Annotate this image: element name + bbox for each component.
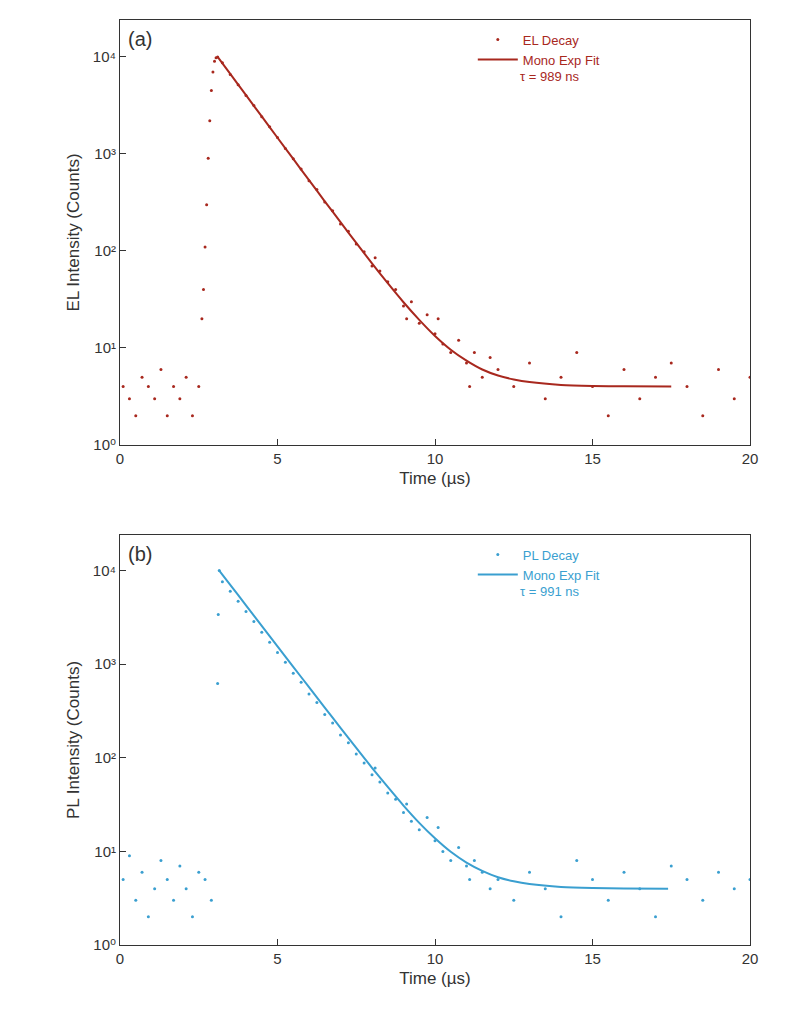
svg-text:PL Decay: PL Decay bbox=[523, 548, 579, 563]
svg-text:10²: 10² bbox=[94, 242, 116, 259]
svg-text:10³: 10³ bbox=[94, 145, 116, 162]
svg-text:Time (µs): Time (µs) bbox=[399, 469, 471, 488]
svg-text:10⁴: 10⁴ bbox=[93, 562, 116, 579]
svg-text:EL Intensity (Counts): EL Intensity (Counts) bbox=[64, 153, 83, 311]
svg-text:10: 10 bbox=[427, 450, 444, 467]
svg-text:Time (µs): Time (µs) bbox=[399, 969, 471, 988]
svg-text:10¹: 10¹ bbox=[94, 339, 116, 356]
svg-text:10¹: 10¹ bbox=[94, 843, 116, 860]
svg-text:15: 15 bbox=[584, 450, 601, 467]
svg-text:EL Decay: EL Decay bbox=[523, 33, 579, 48]
svg-text:20: 20 bbox=[742, 450, 759, 467]
svg-text:20: 20 bbox=[742, 950, 759, 967]
svg-text:10²: 10² bbox=[94, 749, 116, 766]
svg-text:10⁴: 10⁴ bbox=[93, 48, 116, 65]
svg-text:0: 0 bbox=[116, 950, 124, 967]
svg-text:(a): (a) bbox=[128, 28, 152, 50]
svg-text:10⁰: 10⁰ bbox=[93, 436, 116, 453]
svg-text:PL Intensity (Counts): PL Intensity (Counts) bbox=[64, 661, 83, 819]
svg-text:Mono Exp Fit: Mono Exp Fit bbox=[523, 568, 600, 583]
svg-text:10⁰: 10⁰ bbox=[93, 936, 116, 953]
svg-text:5: 5 bbox=[273, 450, 281, 467]
svg-text:(b): (b) bbox=[128, 543, 152, 565]
svg-text:5: 5 bbox=[273, 950, 281, 967]
svg-text:τ = 989 ns: τ = 989 ns bbox=[520, 69, 579, 84]
svg-text:15: 15 bbox=[584, 950, 601, 967]
svg-text:τ = 991 ns: τ = 991 ns bbox=[520, 584, 579, 599]
svg-text:Mono Exp Fit: Mono Exp Fit bbox=[523, 53, 600, 68]
svg-text:0: 0 bbox=[116, 450, 124, 467]
svg-text:10³: 10³ bbox=[94, 655, 116, 672]
svg-text:10: 10 bbox=[427, 950, 444, 967]
